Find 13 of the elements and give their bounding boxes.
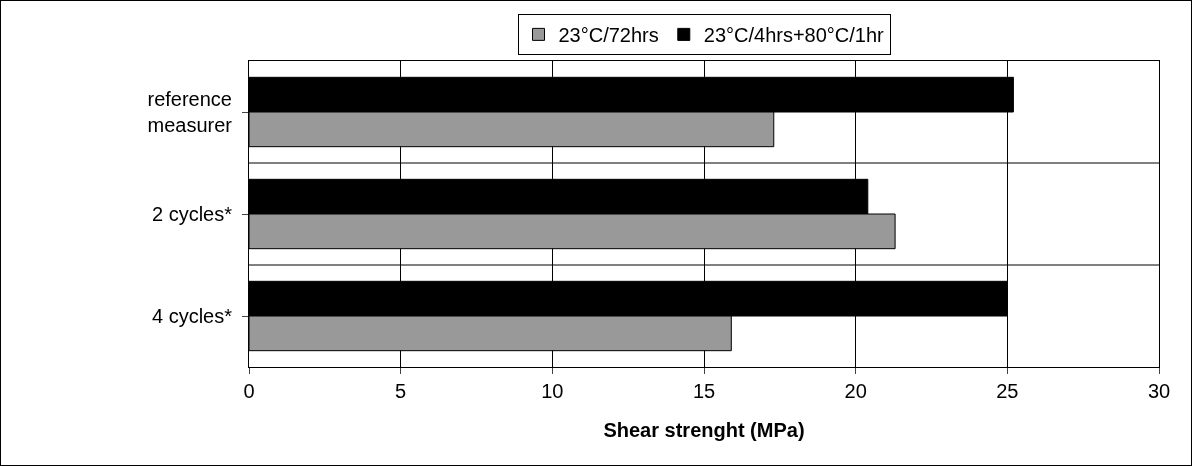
y-tick-label: reference measurer — [147, 88, 233, 136]
legend-label: 23°C/72hrs — [558, 24, 659, 47]
x-tick-label: 20 — [844, 380, 867, 402]
x-tick-label: 30 — [1147, 380, 1171, 402]
x-axis-title: Shear strenght (MPa) — [603, 419, 805, 441]
x-tick-label: 5 — [395, 380, 407, 402]
x-tick-label: 10 — [541, 380, 564, 402]
x-tick-label: 0 — [243, 380, 255, 402]
legend-label: 23°C/4hrs+80°C/1hr — [703, 24, 885, 47]
x-tick-label: 25 — [996, 380, 1019, 402]
y-tick-label: 2 cycles* — [151, 203, 233, 225]
y-tick-label: 4 cycles* — [151, 305, 233, 327]
x-tick-label: 15 — [692, 380, 716, 402]
